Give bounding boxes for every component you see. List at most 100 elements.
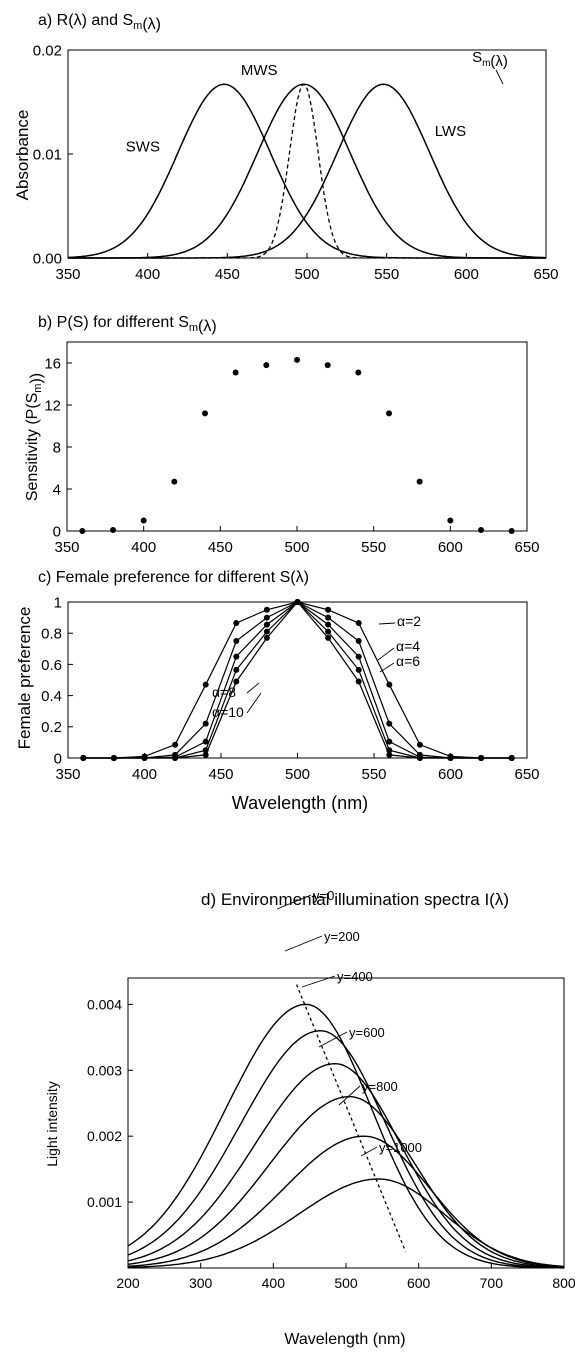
panel-c-point-alpha-10 xyxy=(202,751,209,758)
panel-a-label-sm: Sm(λ) xyxy=(472,49,508,70)
panel-c-point-alpha-10 xyxy=(508,755,515,761)
panel-b-x-tick-label: 400 xyxy=(131,539,156,556)
panel-c-series-alpha-2 xyxy=(83,601,512,759)
panel-b-x-tick-label: 600 xyxy=(438,539,463,556)
panel-c-point-alpha-2 xyxy=(202,681,209,688)
panel-c-leader-alpha-10 xyxy=(246,692,262,714)
panel-c-point-alpha-10 xyxy=(263,634,270,641)
panel-b-frame xyxy=(66,341,528,532)
panel-a-x-tick-label: 400 xyxy=(135,266,160,283)
panel-d-y-tick-label: 0.002 xyxy=(87,1128,122,1144)
panel-d-x-tick-label: 200 xyxy=(116,1275,140,1291)
panel-c-point-alpha-8 xyxy=(233,666,240,673)
panel-d-label-y-0: y=0 xyxy=(313,888,334,903)
panel-d-leader-y-600 xyxy=(318,1031,348,1048)
panel-d-x-axis-label: Wavelength (nm) xyxy=(284,1331,405,1348)
panel-d-label-y-200: y=200 xyxy=(324,929,360,944)
panel-c-point-alpha-6 xyxy=(386,738,393,745)
panel-d-peak-trend-line xyxy=(295,984,407,1252)
panel-a-y-tick-label: 0.01 xyxy=(33,146,62,163)
panel-d-x-tick-label: 400 xyxy=(262,1275,286,1291)
panel-d-y-tick-label: 0.003 xyxy=(87,1062,122,1078)
panel-a-x-tick-label: 650 xyxy=(533,266,558,283)
panel-b: 350 400 450 500 550 600 650 0 4 8 12 16 b) P(S) for … xyxy=(24,314,540,556)
panel-b-y-tick-label: 12 xyxy=(44,397,61,414)
panel-c-point-alpha-8 xyxy=(263,628,270,635)
panel-d-x-tick-label: 500 xyxy=(334,1275,358,1291)
panel-a-y-tick-label: 0.02 xyxy=(33,42,62,59)
panel-c-x-tick-label: 600 xyxy=(438,766,463,783)
panel-c-label-alpha-2: α=2 xyxy=(397,613,421,629)
panel-c-y-tick-label: 0.4 xyxy=(41,688,62,705)
panel-b-point xyxy=(386,410,392,417)
panel-c-point-alpha-10 xyxy=(172,755,179,761)
panel-d-leader-y-0 xyxy=(276,894,312,910)
panel-a-sm-leader xyxy=(495,69,504,85)
panel-c-point-alpha-6 xyxy=(355,653,362,660)
panel-b-x-tick-label: 500 xyxy=(284,539,309,556)
panel-d-label-y-1000: y=1000 xyxy=(379,1140,422,1155)
panel-b-point xyxy=(294,356,300,363)
panel-d-x-tick-label: 700 xyxy=(480,1275,504,1291)
panel-a-label-sws: SWS xyxy=(126,139,160,156)
panel-d-leader-y-800 xyxy=(338,1085,361,1106)
panel-b-y-tick-label: 0 xyxy=(53,523,61,540)
panel-c-point-alpha-4 xyxy=(202,720,209,727)
panel-a-title: a) R(λ) and Sm(λ) xyxy=(38,12,161,33)
panel-b-point xyxy=(110,526,116,533)
panel-c-x-tick-label: 350 xyxy=(55,766,80,783)
panel-b-title: b) P(S) for different Sm(λ) xyxy=(38,314,217,335)
panel-d-x-tick-label: 600 xyxy=(407,1275,431,1291)
panel-c-x-tick-label: 650 xyxy=(514,766,539,783)
panel-c-point-alpha-10 xyxy=(80,755,87,761)
panel-c-point-alpha-10 xyxy=(478,755,485,761)
panel-b-point xyxy=(140,517,147,524)
panel-c-frame xyxy=(67,601,528,759)
panel-b-point xyxy=(508,528,515,534)
panel-c-point-alpha-4 xyxy=(386,720,393,727)
panel-c-x-axis-label: Wavelength (nm) xyxy=(232,793,368,813)
panel-c-point-alpha-6 xyxy=(263,621,270,628)
panel-d-series-y-0 xyxy=(127,1003,564,1269)
panel-d-y-tick-label: 0.001 xyxy=(87,1194,122,1210)
panel-d-x-tick-label: 800 xyxy=(552,1275,576,1291)
panel-b-y-tick-label: 16 xyxy=(44,355,61,372)
panel-c-point-alpha-10 xyxy=(447,755,454,761)
panel-a-y-axis-label: Absorbance xyxy=(13,110,32,201)
panel-c-x-tick-label: 500 xyxy=(285,766,310,783)
panel-c-point-alpha-2 xyxy=(233,620,240,627)
panel-c-point-alpha-2 xyxy=(172,741,179,748)
panel-c-point-alpha-2 xyxy=(416,741,423,748)
panel-a-label-mws: MWS xyxy=(241,62,278,79)
panel-c-point-alpha-10 xyxy=(355,678,362,685)
panel-a-x-tick-label: 350 xyxy=(55,266,80,283)
panel-c-point-alpha-10 xyxy=(325,634,332,641)
panel-a-x-tick-label: 600 xyxy=(454,266,479,283)
panel-b-point xyxy=(79,528,86,534)
panel-c-x-tick-label: 450 xyxy=(208,766,233,783)
panel-b-y-tick-label: 8 xyxy=(53,439,61,456)
panel-b-point xyxy=(416,478,423,485)
panel-d-leader-y-1000 xyxy=(360,1146,378,1157)
panel-d-y-axis-label: Light intensity xyxy=(44,1081,60,1167)
panel-a-x-tick-label: 500 xyxy=(294,266,319,283)
panel-d: 200 300 400 500 600 700 800 0.001 0.002 0.003 0.00… xyxy=(44,888,576,1348)
panel-d-leader-y-400 xyxy=(301,975,336,988)
panel-b-x-tick-label: 650 xyxy=(514,539,539,556)
panel-c-label-alpha-6: α=6 xyxy=(396,653,420,669)
panel-b-point xyxy=(478,526,484,533)
panel-c-y-tick-label: 0.6 xyxy=(41,657,62,674)
panel-a-series-lws xyxy=(68,83,546,259)
panel-c-point-alpha-10 xyxy=(386,751,393,758)
panel-c-point-alpha-4 xyxy=(355,638,362,644)
panel-c-point-alpha-6 xyxy=(202,738,209,745)
panel-c-x-tick-label: 400 xyxy=(132,766,157,783)
panel-c-y-tick-label: 0.2 xyxy=(41,719,62,736)
panel-c-series-alpha-10 xyxy=(83,601,512,759)
panel-b-point xyxy=(447,517,454,524)
panel-c-point-alpha-4 xyxy=(325,614,332,621)
panel-c-leader-alpha-6 xyxy=(379,662,395,673)
panel-d-label-y-600: y=600 xyxy=(349,1025,385,1040)
panel-c-point-alpha-4 xyxy=(233,638,240,644)
